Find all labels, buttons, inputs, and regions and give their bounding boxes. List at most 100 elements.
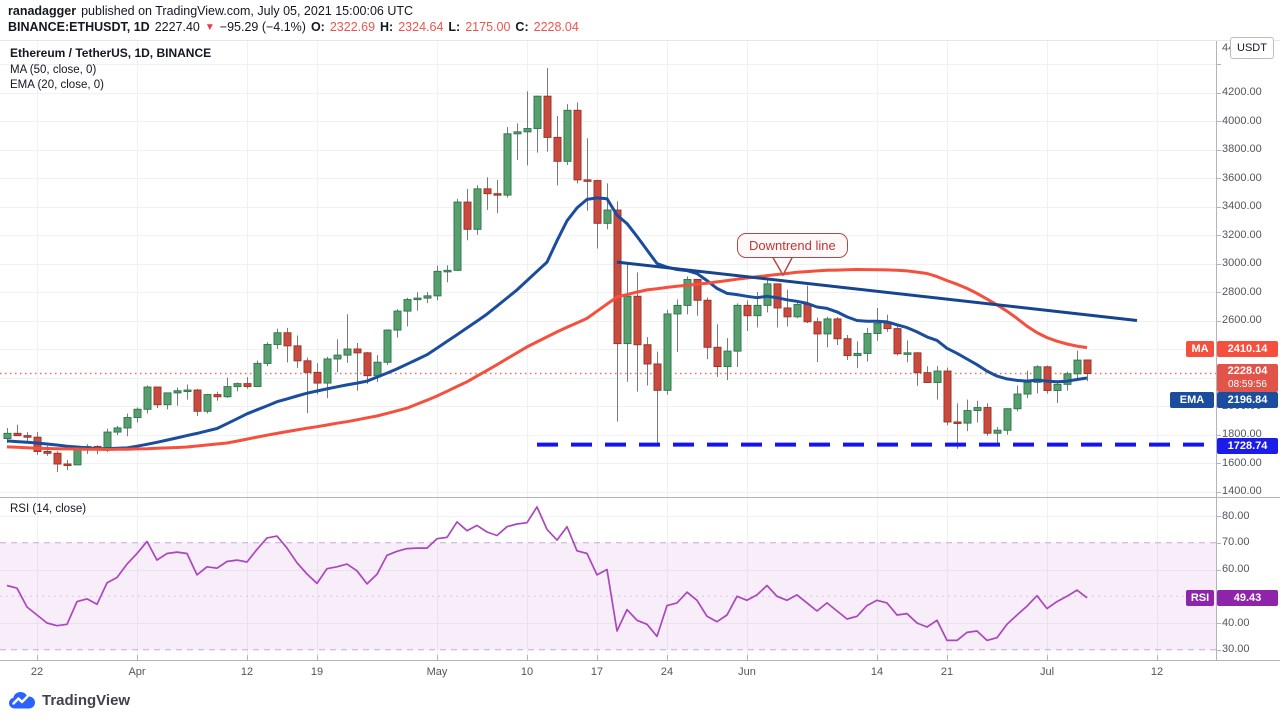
candle-down (893, 328, 902, 355)
rsi-tick-label: 30.00 (1222, 643, 1250, 655)
candle-up (683, 278, 692, 306)
candle-up (413, 297, 422, 301)
time-tick-label: Apr (128, 666, 146, 678)
ema20-line[interactable] (6, 196, 1088, 451)
price-tick-label: 4200.00 (1222, 86, 1262, 98)
candle-down (583, 179, 592, 182)
candle-up (133, 408, 142, 419)
price-tick-label: 3400.00 (1222, 200, 1262, 212)
candle-up (183, 389, 192, 393)
price-tick-label: 1400.00 (1222, 485, 1262, 497)
candle-up (853, 352, 862, 357)
overlay-lines (6, 196, 1088, 451)
rsi-tick-label: 80.00 (1222, 510, 1250, 522)
time-tick-label: 21 (940, 666, 954, 678)
chart-title[interactable]: Ethereum / TetherUS, 1D, BINANCE (10, 46, 212, 60)
ema-line-tag: EMA (1170, 392, 1214, 408)
tradingview-watermark-text: TradingView (42, 692, 131, 709)
candle-down (53, 452, 62, 465)
chart-legend: Ethereum / TetherUS, 1D, BINANCE MA (50,… (10, 46, 211, 94)
candle-up (763, 283, 772, 306)
ma-value-badge: 2410.14 (1217, 341, 1278, 357)
downtrend-trendline[interactable] (616, 260, 1138, 322)
author-name: ranadagger (8, 4, 77, 18)
last-price: 2227.40 (154, 20, 200, 34)
candle-down (913, 352, 922, 374)
candle-up (533, 95, 542, 130)
currency-toggle-button[interactable]: USDT (1230, 37, 1274, 59)
time-tick-label: Jul (1039, 666, 1055, 678)
candle-down (1083, 359, 1092, 375)
candle-up (333, 354, 342, 360)
candle-down (943, 370, 952, 423)
candle-down (13, 432, 22, 437)
candle-down (353, 348, 362, 354)
candle-up (1013, 393, 1022, 410)
downtrend-line-callout[interactable]: Downtrend line (737, 233, 848, 258)
candle-down (633, 295, 642, 346)
candle-down (613, 209, 622, 345)
candle-down (553, 136, 562, 162)
time-tick-label: May (426, 666, 448, 678)
candle-down (293, 345, 302, 362)
candle-up (233, 383, 242, 388)
candle-down (303, 360, 312, 373)
candle-down (693, 278, 702, 301)
candle-up (3, 432, 12, 439)
rsi-tick-label: 60.00 (1222, 563, 1250, 575)
close-value: 2228.04 (533, 20, 579, 34)
candle-up (863, 332, 872, 354)
candle-up (933, 370, 942, 383)
candle-down (593, 180, 602, 224)
candle-down (573, 109, 582, 181)
candle-up (723, 350, 732, 368)
low-label: L: (448, 20, 461, 34)
close-label: C: (515, 20, 529, 34)
candle-down (743, 304, 752, 317)
candle-up (343, 348, 352, 356)
candle-down (1043, 366, 1052, 391)
candle-down (213, 394, 222, 398)
candle-up (473, 188, 482, 230)
candle-down (923, 372, 932, 383)
rsi-line-tag: RSI (1186, 590, 1214, 606)
last-price-badge: 2228.04 08:59:56 (1217, 364, 1278, 392)
candle-down (243, 383, 252, 387)
candle-down (953, 421, 962, 424)
ema-legend-row[interactable]: EMA (20, close, 0) (10, 79, 104, 91)
price-tick-label: 1600.00 (1222, 457, 1262, 469)
candle-up (433, 270, 442, 297)
candle-down (703, 299, 712, 348)
candle-down (153, 386, 162, 406)
time-tick-label: 17 (590, 666, 604, 678)
rsi-tick-label: 70.00 (1222, 536, 1250, 548)
rsi-legend-row[interactable]: RSI (14, close) (10, 503, 87, 515)
candle-up (273, 332, 282, 345)
candle-up (123, 417, 132, 429)
candle-up (873, 322, 882, 334)
candle-up (1023, 381, 1032, 395)
ma50-line[interactable] (6, 268, 1088, 451)
candle-down (983, 407, 992, 434)
candle-down (643, 344, 652, 365)
candle-up (1073, 359, 1082, 375)
candle-up (173, 390, 182, 394)
candle-up (423, 295, 432, 299)
candle-up (113, 427, 122, 433)
time-tick-label: Jun (738, 666, 756, 678)
candle-up (513, 131, 522, 135)
tradingview-watermark[interactable]: TradingView (8, 691, 130, 710)
support-level-badge: 1728.74 (1217, 438, 1278, 454)
price-tick-label: 4000.00 (1222, 115, 1262, 127)
price-tick-label: 2600.00 (1222, 314, 1262, 326)
candles-series[interactable] (3, 67, 1092, 473)
ma-line-tag: MA (1186, 341, 1214, 357)
ema-value-badge: 2196.84 (1217, 392, 1278, 408)
rsi-line[interactable] (6, 506, 1088, 642)
candle-up (753, 304, 762, 317)
high-value: 2324.64 (398, 20, 444, 34)
ma-legend-row[interactable]: MA (50, close, 0) (10, 64, 97, 76)
symbol-status-line: BINANCE:ETHUSDT, 1D 2227.40 ▼ −95.29 (−4… (8, 19, 579, 37)
last-price-value: 2228.04 (1227, 365, 1268, 377)
